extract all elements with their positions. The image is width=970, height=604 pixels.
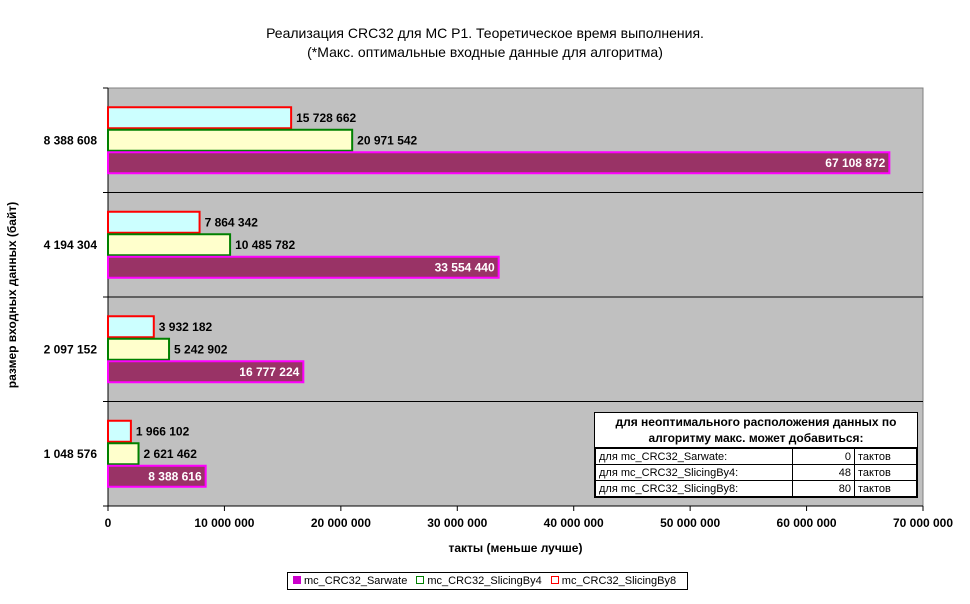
bar (107, 255, 500, 279)
data-label: 7 864 342 (205, 215, 259, 229)
bar (107, 442, 140, 466)
x-tick-label: 30 000 000 (427, 516, 487, 530)
x-tick-label: 0 (105, 516, 112, 530)
chart-subtitle: (*Макс. оптимальные входные данные для а… (307, 44, 663, 60)
bar (107, 233, 232, 257)
note-row-label: для mc_CRC32_Sarwate: (595, 448, 793, 465)
data-label: 8 388 616 (148, 469, 202, 483)
note-row: для mc_CRC32_SlicingBy8: 80 тактов (595, 480, 917, 497)
legend-swatch (550, 576, 559, 585)
note-row: для mc_CRC32_Sarwate: 0 тактов (595, 448, 917, 465)
data-label: 16 777 224 (239, 365, 299, 379)
note-header-line2: алгоритму макс. может добавиться: (648, 431, 864, 445)
data-label: 20 971 542 (357, 133, 417, 147)
legend-label: mc_CRC32_SlicingBy8 (561, 575, 677, 587)
legend-swatch (293, 576, 301, 585)
data-label: 2 621 462 (144, 447, 198, 461)
legend-label: mc_CRC32_SlicingBy4 (427, 575, 542, 587)
bar (107, 337, 171, 361)
note-row-unit: тактов (854, 448, 917, 465)
y-tick-label: 4 194 304 (44, 238, 98, 252)
bar (107, 151, 891, 175)
x-axis-label: такты (меньше лучше) (448, 541, 583, 555)
note-row-unit: тактов (854, 480, 917, 497)
legend-item-slicingby4: mc_CRC32_SlicingBy4 (416, 575, 542, 587)
x-tick-label: 10 000 000 (194, 516, 254, 530)
note-header-line1: для неоптимального расположения данных п… (615, 415, 897, 429)
y-tick-label: 8 388 608 (44, 133, 98, 147)
y-axis-label: размер входных данных (байт) (5, 201, 19, 389)
x-tick-label: 40 000 000 (544, 516, 604, 530)
data-label: 33 554 440 (435, 260, 495, 274)
legend-item-slicingby8: mc_CRC32_SlicingBy8 (550, 575, 677, 587)
legend: mc_CRC32_Sarwate mc_CRC32_SlicingBy4 mc_… (287, 572, 689, 590)
bar (107, 106, 293, 130)
bar (107, 315, 155, 339)
bar (107, 128, 354, 152)
x-tick-label: 60 000 000 (777, 516, 837, 530)
bar (107, 210, 201, 234)
legend-swatch (416, 576, 425, 585)
bar (107, 464, 207, 488)
note-table: для mc_CRC32_Sarwate: 0 тактов для mc_CR… (595, 448, 917, 497)
data-label: 1 966 102 (136, 424, 190, 438)
y-tick-label: 2 097 152 (44, 342, 98, 356)
note-box: для неоптимального расположения данных п… (594, 412, 918, 498)
note-row-value: 80 (792, 480, 855, 497)
bar (107, 419, 132, 443)
note-row-unit: тактов (854, 464, 917, 481)
data-label: 15 728 662 (296, 111, 356, 125)
data-label: 67 108 872 (825, 156, 885, 170)
data-label: 10 485 782 (235, 238, 295, 252)
legend-item-sarwate: mc_CRC32_Sarwate (293, 575, 407, 587)
x-tick-label: 20 000 000 (311, 516, 371, 530)
data-label: 5 242 902 (174, 342, 228, 356)
note-header: для неоптимального расположения данных п… (595, 413, 917, 448)
note-row-value: 48 (792, 464, 855, 481)
note-row-label: для mc_CRC32_SlicingBy8: (595, 480, 793, 497)
legend-label: mc_CRC32_Sarwate (304, 575, 408, 587)
x-tick-label: 70 000 000 (893, 516, 953, 530)
note-row-value: 0 (792, 448, 855, 465)
data-label: 3 932 182 (159, 320, 213, 334)
note-row: для mc_CRC32_SlicingBy4: 48 тактов (595, 464, 917, 481)
note-row-label: для mc_CRC32_SlicingBy4: (595, 464, 793, 481)
bar (107, 360, 305, 384)
chart-title: Реализация CRC32 для МС Р1. Теоретическо… (266, 25, 704, 41)
x-tick-label: 50 000 000 (660, 516, 720, 530)
y-tick-label: 1 048 576 (44, 447, 98, 461)
